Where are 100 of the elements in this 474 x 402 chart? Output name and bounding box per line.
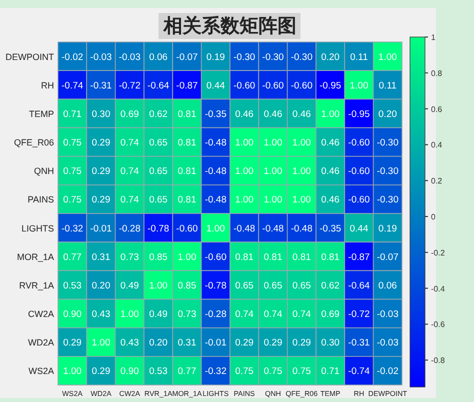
- data-label: 0.20: [321, 52, 340, 63]
- data-label: -0.28: [204, 309, 226, 320]
- data-label: -0.03: [90, 52, 112, 63]
- data-label: -0.74: [348, 366, 370, 378]
- data-label: -0.30: [376, 166, 398, 178]
- data-label: -0.78: [204, 280, 226, 292]
- data-label: 0.71: [63, 108, 82, 120]
- data-label: -0.30: [262, 52, 284, 63]
- data-label: -0.01: [204, 338, 226, 349]
- color-bar-label: 1: [431, 33, 436, 42]
- data-label: 0.73: [178, 309, 196, 320]
- data-label: 0.53: [63, 280, 82, 292]
- data-label: 0.46: [235, 108, 254, 120]
- y-tick-label: MOR_1A: [16, 252, 54, 262]
- data-label: -0.02: [62, 52, 84, 63]
- data-label: -0.60: [262, 80, 284, 92]
- data-label: 0.65: [235, 280, 254, 292]
- data-label: -0.64: [348, 280, 370, 292]
- data-label: 0.75: [292, 366, 311, 378]
- y-tick-label: TEMP: [28, 108, 54, 119]
- data-label: 0.44: [206, 80, 225, 92]
- data-label: 1.00: [321, 108, 340, 120]
- data-label: 0.29: [92, 194, 110, 206]
- chart-title: 相关系数矩阵图: [162, 15, 296, 37]
- y-tick-label: QNH: [34, 166, 54, 176]
- data-label: -0.48: [262, 223, 284, 234]
- data-label: 1.00: [235, 194, 254, 206]
- y-tick-label: WS2A: [28, 366, 54, 376]
- data-label: -0.03: [376, 309, 398, 320]
- data-label: 0.75: [63, 166, 82, 178]
- data-label: 0.43: [92, 309, 110, 320]
- data-label: -0.60: [348, 138, 370, 149]
- data-label: 0.65: [149, 194, 168, 206]
- data-label: -0.30: [376, 194, 398, 206]
- data-label: 1.00: [264, 166, 282, 178]
- data-label: 0.75: [264, 366, 282, 378]
- data-label: -0.48: [290, 223, 312, 234]
- data-label: 0.74: [120, 194, 139, 206]
- data-label: -0.48: [234, 223, 256, 234]
- data-label: 0.43: [120, 338, 139, 349]
- data-label: 1.00: [120, 309, 139, 320]
- data-label: -0.03: [376, 338, 398, 349]
- data-label: 0.73: [120, 252, 139, 263]
- data-label: 0.11: [378, 80, 397, 92]
- data-label: 0.29: [264, 338, 282, 349]
- data-label: 0.65: [149, 138, 168, 149]
- data-label: 0.75: [63, 194, 82, 206]
- data-label: 0.81: [235, 252, 254, 263]
- data-label: -0.95: [348, 108, 370, 120]
- data-label: 1.00: [264, 194, 282, 206]
- data-label: -0.60: [348, 166, 370, 178]
- y-tick-label: LIGHTS: [21, 223, 54, 234]
- data-label: 0.69: [321, 309, 340, 320]
- data-label: 0.69: [120, 108, 139, 120]
- color-bar-label: 0: [431, 212, 436, 222]
- color-bar-label: 0.8: [431, 68, 443, 78]
- data-label: -0.02: [376, 366, 398, 378]
- data-label: 0.65: [149, 166, 168, 178]
- data-label: 0.29: [92, 138, 110, 149]
- data-label: 0.29: [92, 366, 110, 378]
- data-label: 0.46: [321, 138, 340, 149]
- data-label: 0.31: [92, 252, 110, 263]
- data-label: 1.00: [178, 252, 196, 263]
- y-tick-label: RH: [41, 80, 54, 90]
- data-label: 0.74: [235, 309, 254, 320]
- data-label: 0.30: [92, 108, 110, 120]
- data-label: -0.60: [204, 252, 226, 263]
- y-tick-label: CW2A: [28, 309, 54, 320]
- data-label: 0.81: [178, 194, 196, 206]
- data-label: 1.00: [292, 138, 311, 149]
- data-label: -0.30: [290, 52, 312, 63]
- y-tick-label: WD2A: [28, 338, 54, 348]
- data-label: 0.53: [149, 366, 168, 378]
- data-label: 1.00: [206, 223, 225, 234]
- data-label: 0.65: [264, 280, 282, 292]
- data-label: 1.00: [264, 138, 282, 149]
- data-label: 0.49: [149, 309, 168, 320]
- color-bar-label: 0.4: [431, 140, 443, 150]
- data-label: 1.00: [235, 138, 254, 149]
- data-label: 1.00: [235, 166, 254, 178]
- data-label: -0.60: [290, 80, 312, 92]
- data-label: 0.62: [321, 280, 340, 292]
- data-label: -0.28: [118, 223, 140, 234]
- data-label: 0.49: [120, 280, 139, 292]
- data-label: 0.74: [120, 138, 139, 149]
- data-label: 0.29: [92, 166, 110, 178]
- data-label: 0.74: [264, 309, 282, 320]
- data-label: 0.85: [149, 252, 168, 263]
- data-label: -0.48: [204, 138, 226, 149]
- data-label: 1.00: [292, 194, 311, 206]
- data-label: 0.19: [378, 223, 397, 234]
- data-label: -0.72: [348, 309, 370, 320]
- data-label: -0.74: [62, 80, 84, 92]
- data-label: 0.85: [178, 280, 196, 292]
- data-label: 0.77: [63, 252, 82, 263]
- data-label: 0.29: [235, 338, 254, 349]
- data-label: 0.81: [292, 252, 311, 263]
- data-label: -0.35: [320, 223, 342, 234]
- data-label: 0.20: [149, 338, 168, 349]
- color-bar-label: -0.6: [431, 320, 446, 330]
